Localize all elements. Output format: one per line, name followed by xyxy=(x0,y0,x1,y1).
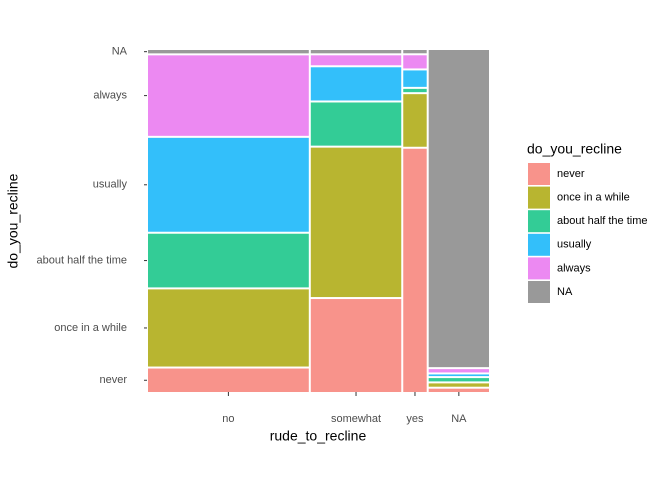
legend-label: once in a while xyxy=(557,192,630,204)
x-tick-label: yes xyxy=(406,413,424,425)
mosaic-tile xyxy=(310,299,402,392)
y-tick-label: once in a while xyxy=(54,322,127,334)
mosaic-tile xyxy=(148,233,309,288)
y-tick-label: never xyxy=(99,374,127,386)
mosaic-tile xyxy=(310,102,402,146)
mosaic-tile xyxy=(428,383,489,387)
mosaic-tile xyxy=(148,55,309,136)
legend-key xyxy=(528,186,550,209)
legend-key xyxy=(528,233,550,256)
mosaic-tile xyxy=(403,55,427,69)
y-tick-label: about half the time xyxy=(36,254,127,266)
legend-label: usually xyxy=(557,239,592,251)
legend-title: do_you_recline xyxy=(527,141,622,157)
legend-key xyxy=(528,210,550,233)
legend-label: NA xyxy=(557,286,573,298)
mosaic-tile xyxy=(428,378,489,382)
y-tick-label: NA xyxy=(112,46,128,58)
legend-label: never xyxy=(557,168,585,180)
mosaic-tile xyxy=(403,50,427,54)
y-tick-label: always xyxy=(93,90,127,102)
mosaic-tile xyxy=(310,67,402,101)
mosaic-tile xyxy=(310,55,402,66)
y-tick-label: usually xyxy=(93,179,128,191)
mosaic-tile xyxy=(148,137,309,232)
mosaic-tile xyxy=(428,388,489,392)
x-axis-title: rude_to_recline xyxy=(270,428,367,444)
legend-key xyxy=(528,257,550,280)
x-tick-label: no xyxy=(222,413,234,425)
legend-label: always xyxy=(557,262,591,274)
mosaic-tile xyxy=(403,148,427,392)
x-tick-label: somewhat xyxy=(331,413,381,425)
legend-label: about half the time xyxy=(557,215,648,227)
mosaic-tile xyxy=(310,50,402,54)
mosaic-tile xyxy=(403,88,427,93)
mosaic-tile xyxy=(148,50,309,54)
mosaic-tile xyxy=(310,147,402,298)
mosaic-tile xyxy=(428,374,489,377)
legend-key xyxy=(528,281,550,303)
mosaic-tile xyxy=(403,94,427,147)
legend-key xyxy=(528,163,550,185)
mosaic-tile xyxy=(428,50,489,368)
mosaic-tile xyxy=(148,289,309,367)
mosaic-tile xyxy=(148,368,309,392)
x-tick-label: NA xyxy=(451,413,467,425)
mosaic-tile xyxy=(403,70,427,87)
mosaic-tile xyxy=(428,369,489,373)
y-axis-title: do_you_recline xyxy=(5,173,21,268)
